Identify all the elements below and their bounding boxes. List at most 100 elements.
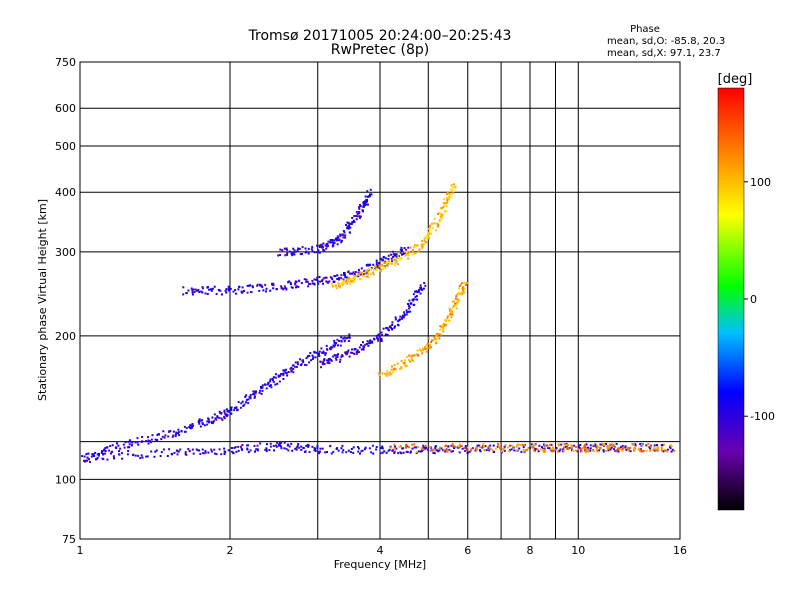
echo-point bbox=[280, 441, 283, 444]
echo-point bbox=[334, 354, 337, 357]
echo-point bbox=[422, 446, 425, 449]
echo-point bbox=[106, 446, 109, 449]
echo-point bbox=[416, 349, 419, 352]
echo-point bbox=[424, 346, 427, 348]
echo-point bbox=[255, 390, 258, 393]
echo-point bbox=[393, 367, 396, 370]
echo-point bbox=[652, 448, 655, 451]
echo-point bbox=[265, 448, 268, 451]
echo-point bbox=[529, 446, 532, 449]
echo-point bbox=[297, 443, 300, 446]
echo-point bbox=[210, 450, 213, 453]
echo-point bbox=[264, 383, 267, 386]
echo-point bbox=[254, 395, 256, 398]
echo-point bbox=[435, 335, 438, 338]
echo-point bbox=[130, 444, 133, 447]
y-axis-ticks: 75 100 200 300 400 500 600 750 bbox=[55, 56, 76, 546]
echo-point bbox=[410, 302, 413, 305]
echo-point bbox=[537, 450, 540, 453]
echo-point bbox=[230, 408, 232, 411]
echo-point bbox=[305, 250, 308, 253]
echo-point bbox=[164, 434, 167, 437]
echo-point bbox=[276, 441, 278, 444]
echo-point bbox=[385, 262, 388, 265]
echo-point bbox=[191, 293, 194, 296]
echo-point bbox=[168, 448, 171, 451]
echo-point bbox=[384, 257, 387, 260]
echo-point bbox=[432, 452, 435, 454]
echo-point bbox=[337, 449, 340, 452]
echo-point bbox=[249, 449, 252, 452]
echo-point bbox=[153, 455, 156, 458]
echo-point bbox=[442, 206, 445, 209]
echo-point bbox=[441, 325, 444, 328]
echo-point bbox=[253, 396, 256, 399]
echo-point bbox=[435, 449, 438, 452]
echo-point bbox=[427, 236, 430, 239]
echo-point bbox=[357, 275, 360, 278]
echo-point bbox=[429, 449, 432, 452]
echo-point bbox=[369, 188, 372, 191]
echo-point bbox=[145, 455, 148, 458]
echo-point bbox=[518, 447, 521, 450]
echo-point bbox=[382, 265, 385, 268]
echo-point bbox=[357, 450, 360, 453]
echo-point bbox=[391, 262, 393, 265]
echo-point bbox=[325, 276, 328, 279]
echo-point bbox=[336, 447, 339, 450]
echo-point bbox=[341, 355, 344, 358]
echo-point bbox=[177, 450, 180, 453]
echo-point bbox=[240, 445, 242, 448]
echo-point bbox=[557, 450, 560, 453]
echo-point bbox=[310, 248, 313, 251]
echo-point bbox=[331, 241, 334, 244]
echo-point bbox=[461, 282, 464, 284]
echo-point bbox=[639, 448, 642, 451]
echo-point bbox=[383, 372, 386, 375]
echo-point bbox=[320, 366, 322, 369]
echo-point bbox=[382, 259, 384, 262]
echo-point bbox=[510, 448, 513, 451]
echo-point bbox=[437, 223, 439, 226]
echo-point bbox=[305, 280, 308, 283]
echo-point bbox=[126, 453, 129, 456]
echo-point bbox=[332, 241, 335, 244]
echo-point bbox=[372, 452, 375, 455]
echo-point bbox=[609, 447, 612, 450]
echo-point bbox=[358, 351, 360, 354]
echo-point bbox=[436, 225, 439, 228]
echo-point bbox=[466, 281, 469, 284]
echo-point bbox=[355, 215, 358, 217]
echo-point bbox=[585, 450, 588, 453]
echo-point bbox=[94, 451, 97, 454]
echo-point bbox=[411, 253, 414, 256]
echo-point bbox=[369, 193, 371, 196]
echo-point bbox=[351, 279, 354, 282]
echo-point bbox=[103, 448, 106, 451]
echo-point bbox=[546, 445, 549, 448]
echo-point bbox=[128, 446, 131, 449]
echo-point bbox=[108, 449, 111, 452]
echo-point bbox=[563, 446, 565, 449]
echo-point bbox=[249, 284, 252, 287]
echo-point bbox=[409, 246, 412, 249]
echo-point bbox=[127, 450, 130, 452]
echo-point bbox=[410, 450, 412, 453]
echo-point bbox=[195, 448, 198, 451]
echo-point bbox=[240, 402, 243, 405]
echo-point bbox=[291, 449, 294, 452]
echo-point bbox=[406, 451, 409, 453]
echo-point bbox=[315, 351, 318, 354]
echo-point bbox=[194, 288, 197, 291]
echo-point bbox=[314, 356, 317, 359]
echo-point bbox=[136, 437, 139, 440]
echo-point bbox=[234, 289, 237, 291]
echo-point bbox=[283, 441, 286, 444]
echo-point bbox=[223, 453, 226, 455]
echo-point bbox=[411, 250, 414, 253]
echo-point bbox=[420, 446, 423, 449]
echo-point bbox=[307, 445, 310, 448]
echo-point bbox=[365, 201, 368, 204]
echo-point bbox=[382, 261, 385, 264]
echo-point bbox=[483, 449, 486, 452]
